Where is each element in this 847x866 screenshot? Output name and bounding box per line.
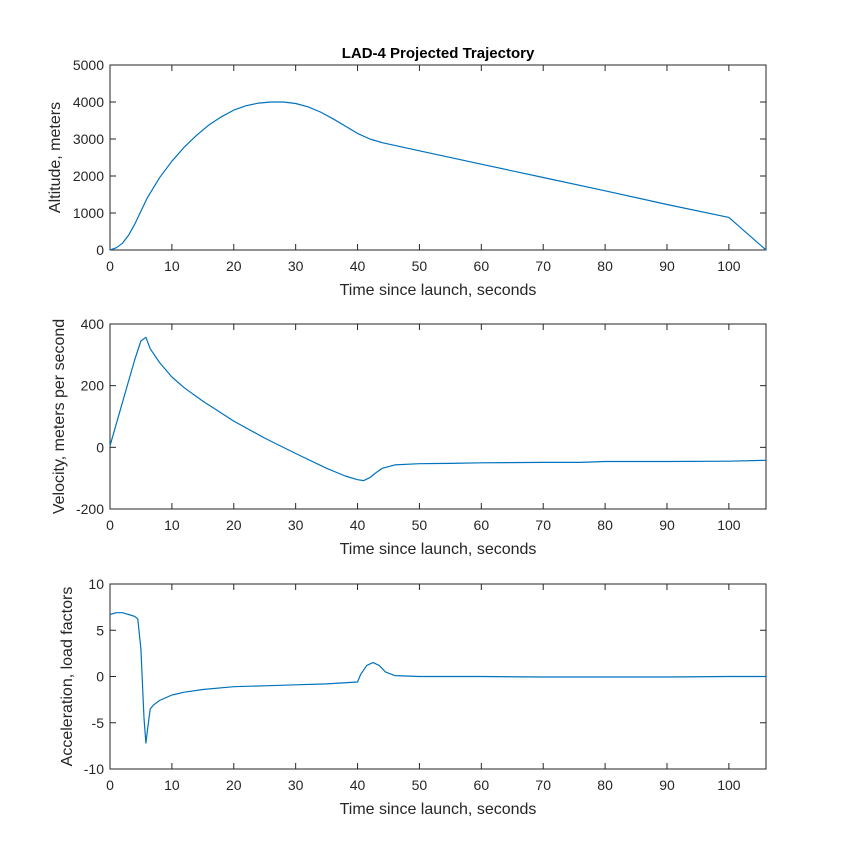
y-tick-label: -5 [92, 715, 105, 731]
y-tick-label: 5000 [73, 57, 104, 73]
x-tick-label: 80 [597, 258, 613, 274]
y-tick-label: 0 [96, 439, 104, 455]
y-tick-label: 10 [88, 576, 104, 592]
x-tick-label: 10 [164, 517, 180, 533]
y-axis-label: Acceleration, load factors [59, 587, 76, 767]
series-line-1 [109, 612, 766, 744]
y-tick-label: 200 [81, 378, 105, 394]
x-tick-label: 60 [474, 517, 490, 533]
x-tick-label: 10 [164, 258, 180, 274]
y-axis-label: Altitude, meters [47, 102, 64, 213]
x-tick-label: 60 [474, 258, 490, 274]
x-tick-label: 0 [106, 777, 114, 793]
x-tick-label: 30 [288, 258, 304, 274]
y-tick-label: 0 [96, 242, 104, 258]
y-tick-label: 0 [96, 669, 104, 685]
x-tick-label: 20 [226, 517, 242, 533]
x-tick-label: 40 [350, 777, 366, 793]
x-tick-label: 0 [106, 258, 114, 274]
subplot-1: 0 10 20 30 40 50 60 70 80 90 100010002000300040005… [47, 57, 767, 299]
x-tick-label: 0 [106, 517, 114, 533]
x-tick-label: 100 [717, 517, 741, 533]
series-line-1 [109, 336, 767, 482]
y-tick-label: 400 [81, 316, 105, 332]
x-tick-label: 60 [474, 777, 490, 793]
y-tick-label: 2000 [73, 168, 104, 184]
x-axis-label: Time since launch, seconds [340, 801, 537, 818]
y-tick-label: 4000 [73, 94, 104, 110]
x-tick-label: 90 [659, 258, 675, 274]
x-tick-label: 80 [597, 517, 613, 533]
x-tick-label: 20 [226, 777, 242, 793]
y-tick-label: -10 [84, 761, 104, 777]
y-tick-label: -200 [76, 501, 104, 517]
y-axis-label: Velocity, meters per second [51, 319, 68, 514]
series-line-1 [109, 101, 767, 251]
x-tick-label: 10 [164, 777, 180, 793]
x-tick-label: 90 [659, 517, 675, 533]
x-tick-label: 30 [288, 517, 304, 533]
x-tick-label: 50 [412, 517, 428, 533]
x-tick-label: 50 [412, 258, 428, 274]
x-tick-label: 90 [659, 777, 675, 793]
x-tick-label: 20 [226, 258, 242, 274]
axes-box [109, 323, 767, 510]
y-tick-label: 1000 [73, 205, 104, 221]
x-tick-label: 40 [350, 258, 366, 274]
axes-box [109, 64, 767, 251]
x-tick-label: 80 [597, 777, 613, 793]
y-tick-label: 5 [96, 622, 104, 638]
subplot-3: 0 10 20 30 40 50 60 70 80 90 100 -10 -5 0 5 10 Time sinc… [59, 576, 767, 818]
x-axis-label: Time since launch, seconds [340, 541, 537, 558]
x-tick-label: 70 [535, 517, 551, 533]
x-tick-label: 100 [717, 777, 741, 793]
x-tick-label: 70 [535, 777, 551, 793]
x-tick-label: 50 [412, 777, 428, 793]
y-tick-label: 3000 [73, 131, 104, 147]
figure-title: LAD-4 Projected Trajectory [342, 45, 535, 62]
x-tick-label: 100 [717, 258, 741, 274]
x-tick-label: 40 [350, 517, 366, 533]
x-tick-label: 70 [535, 258, 551, 274]
x-tick-label: 30 [288, 777, 304, 793]
x-axis-label: Time since launch, seconds [340, 282, 537, 299]
subplots-group: 0 10 20 30 40 50 60 70 80 90 100010002000300040005… [47, 57, 767, 818]
